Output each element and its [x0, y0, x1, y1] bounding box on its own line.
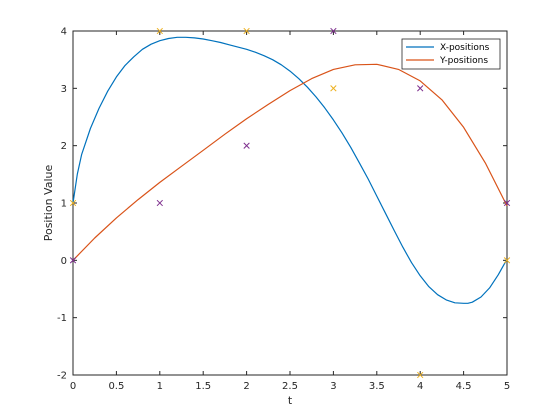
y-tick-label: -2: [57, 371, 67, 382]
x-tick-label: 0: [70, 381, 76, 392]
series-line-y-positions: [72, 63, 508, 261]
y-tick-label: 2: [61, 141, 67, 152]
y-tick-label: 0: [61, 256, 67, 267]
data-point-marker: [156, 27, 163, 35]
x-axis-label: t: [288, 394, 293, 407]
point-markers: [69, 27, 511, 379]
legend-label-y-positions: Y-positions: [439, 56, 488, 66]
data-point-marker: [503, 199, 511, 207]
x-tick-label: 3: [330, 381, 336, 392]
x-tick-label: 1.5: [195, 381, 211, 392]
x-tick-label: 2: [243, 381, 249, 392]
axis-tick-labels: 0 0.5 1 1.5 2 2.5 3 3.5 4 4.5 5 -2 -1 0 1 2 3 4: [57, 27, 510, 393]
x-tick-label: 5: [504, 381, 510, 392]
series-line-x-positions: [72, 36, 508, 304]
data-point-marker: [417, 371, 424, 379]
y-tick-label: 3: [61, 84, 67, 95]
legend-box: [401, 38, 501, 70]
data-point-marker: [156, 199, 163, 207]
series-lines: [72, 36, 508, 304]
data-point-marker: [330, 27, 337, 35]
data-point-marker: [503, 257, 511, 264]
x-tick-label: 0.5: [108, 381, 124, 392]
data-point-marker: [330, 85, 337, 92]
x-tick-label: 2.5: [282, 381, 298, 392]
data-point-marker: [243, 142, 250, 149]
data-point-marker: [243, 27, 250, 35]
legend-label-x-positions: X-positions: [440, 43, 490, 53]
x-tick-label: 4.5: [456, 381, 472, 392]
y-tick-label: 1: [61, 199, 67, 210]
data-point-marker: [69, 199, 77, 207]
x-tick-label: 4: [417, 381, 423, 392]
legend: X-positions Y-positions: [401, 38, 501, 70]
y-axis-label: Position Value: [42, 165, 55, 242]
data-point-marker: [69, 257, 77, 264]
y-tick-label: -1: [57, 313, 67, 324]
x-tick-label: 1: [157, 381, 163, 392]
plot-area: [72, 30, 508, 376]
y-tick-label: 4: [61, 27, 67, 38]
x-tick-label: 3.5: [369, 381, 385, 392]
data-point-marker: [417, 85, 424, 92]
